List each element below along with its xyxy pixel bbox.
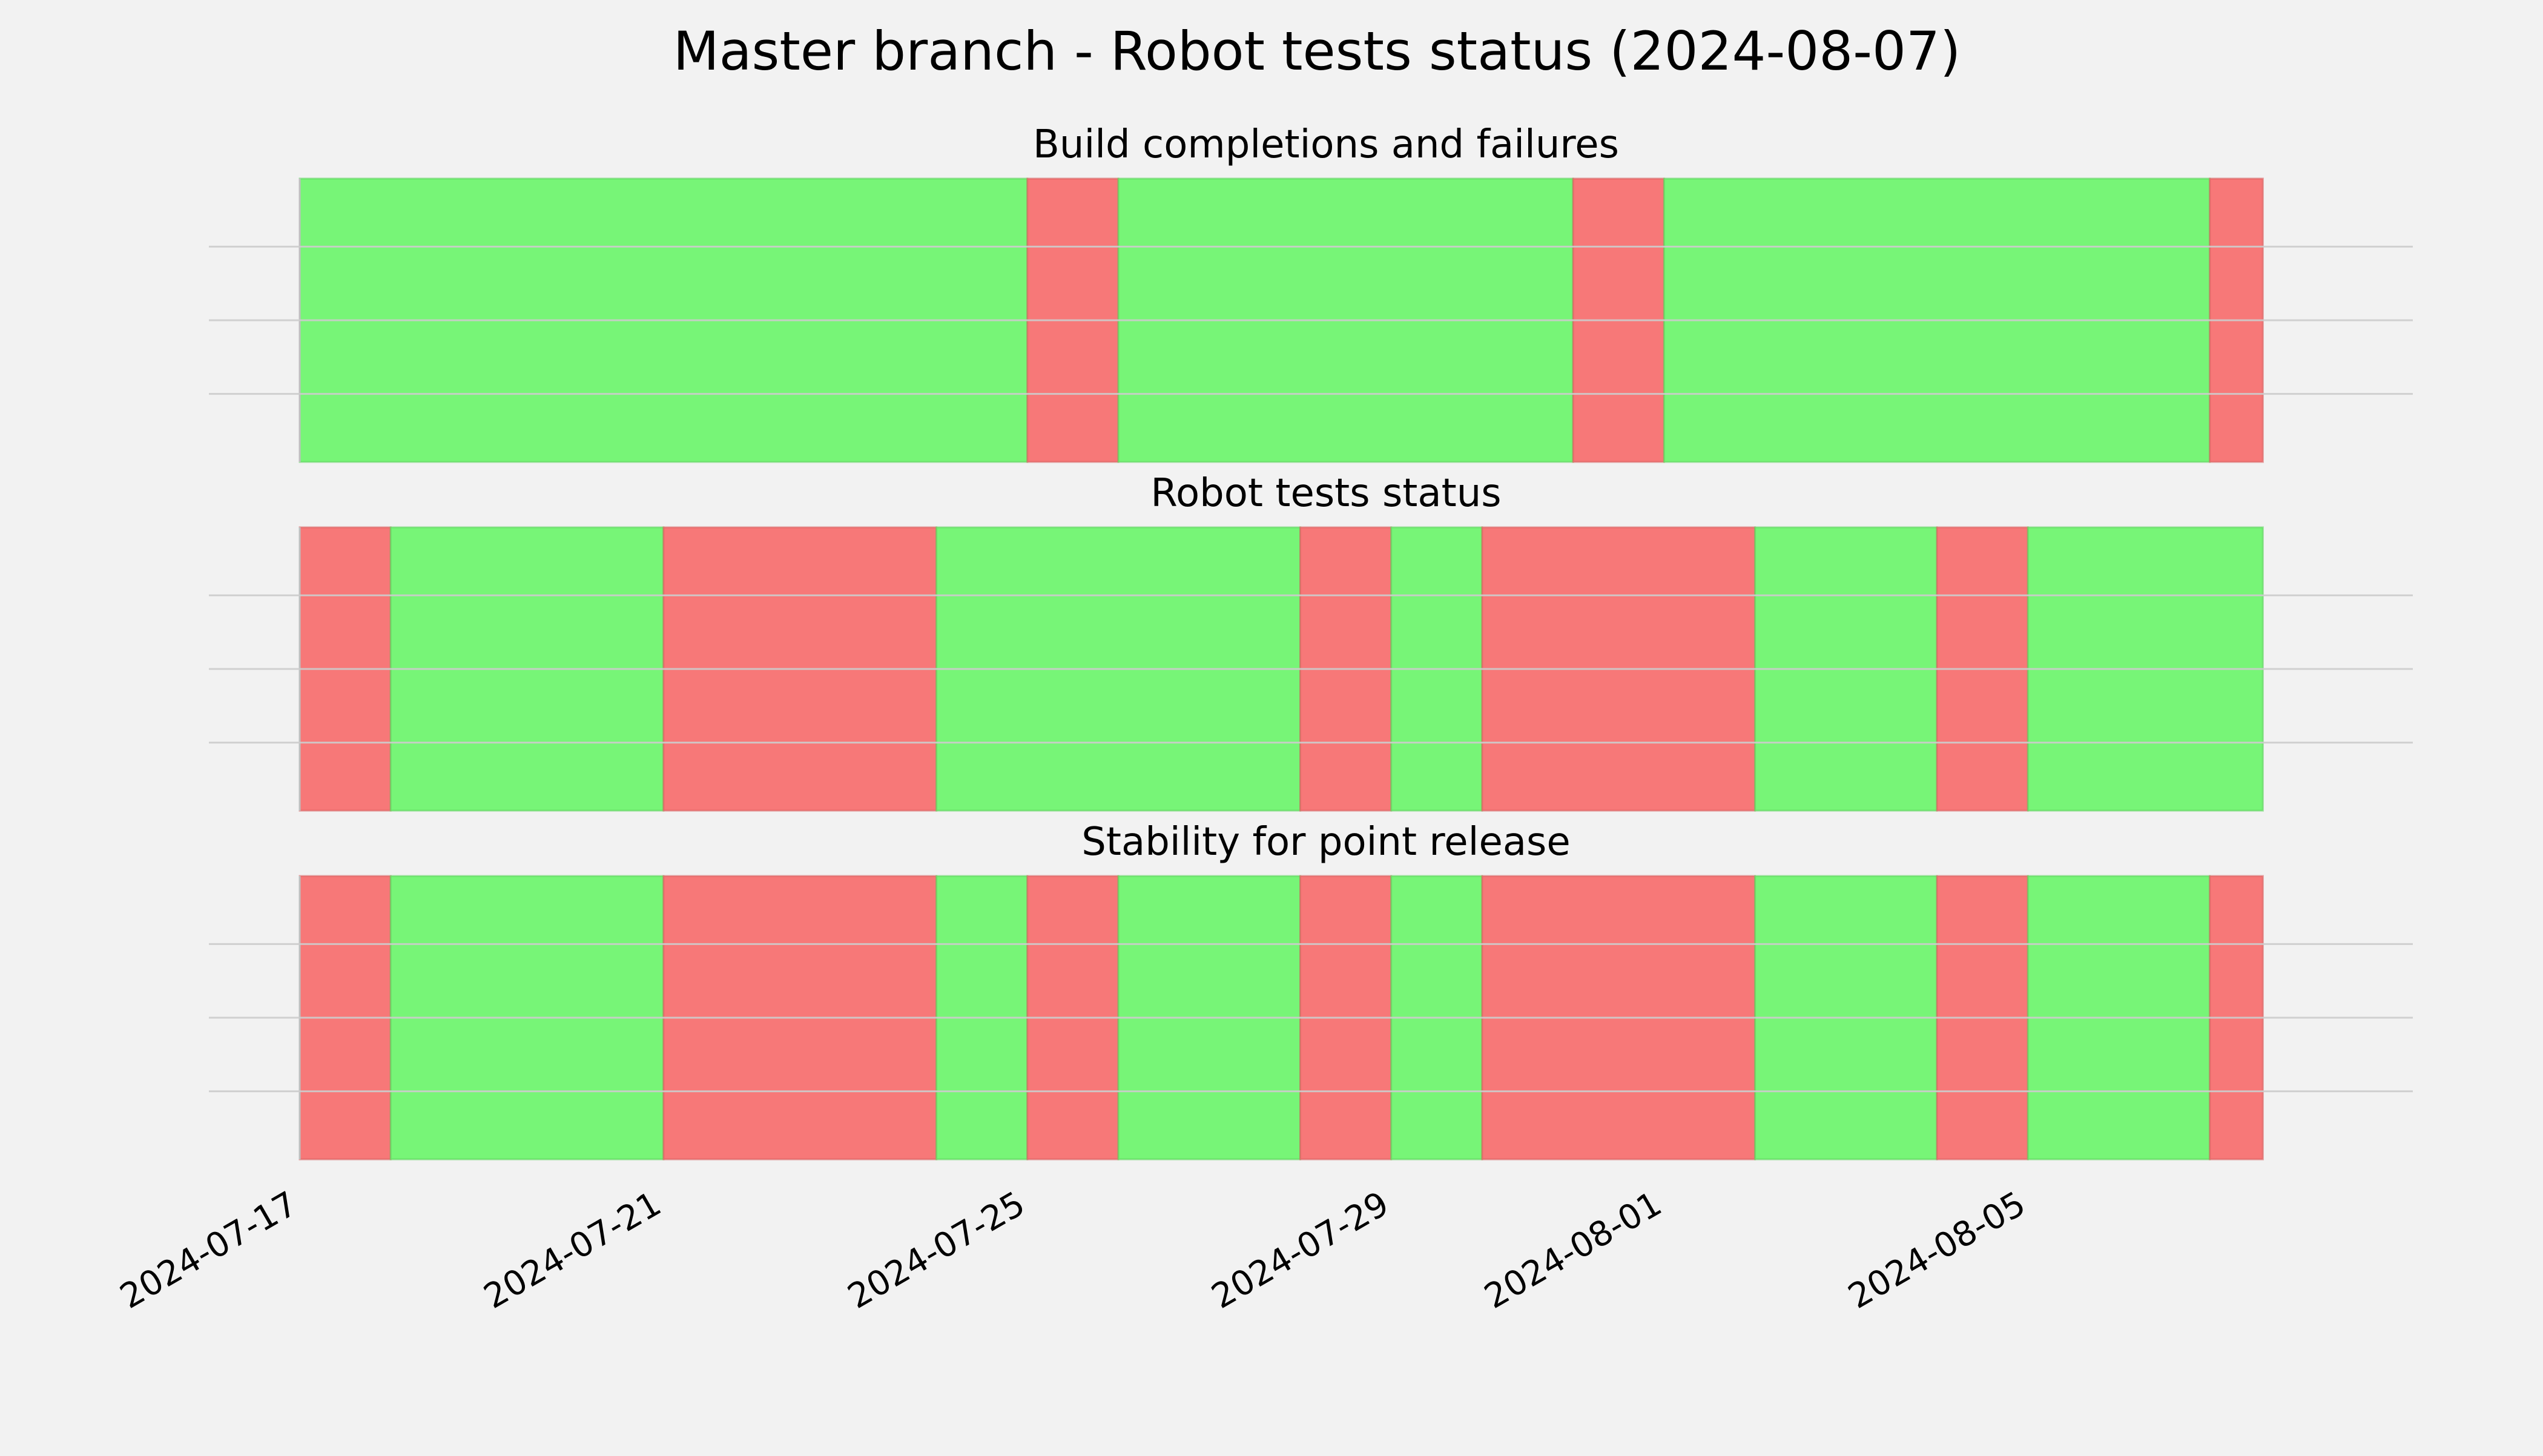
chart-title: Master branch - Robot tests status (2024… (673, 20, 1961, 82)
panel-title: Stability for point release (1081, 820, 1571, 865)
panel-title: Robot tests status (1150, 471, 1501, 516)
panel-title: Build completions and failures (1033, 122, 1619, 167)
panels-layer: Build completions and failures Robot test… (209, 122, 2413, 1161)
panel-2: Robot tests status (209, 471, 2413, 812)
panel-1: Build completions and failures (209, 122, 2413, 463)
panel-3: Stability for point release (209, 820, 2413, 1161)
